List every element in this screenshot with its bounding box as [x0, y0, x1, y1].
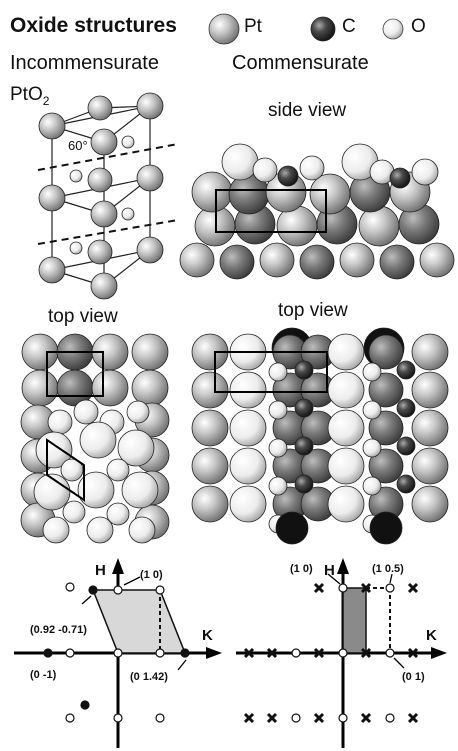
pt-legend-label: Pt [244, 16, 262, 37]
pt-legend-icon [208, 13, 240, 45]
angle-label: 60° [68, 138, 88, 153]
left-reciprocal-lattice: H K (1 0) (0.92 -0.71) (0 -1) (0 1.42) [14, 558, 222, 748]
o-legend-label: O [411, 16, 426, 37]
o-legend-icon [382, 18, 404, 40]
top-view-left-oxide-cell [46, 438, 85, 502]
side-view-label: side view [268, 100, 347, 121]
c-legend-label: C [342, 16, 356, 37]
left-top-view-label: top view [48, 306, 118, 327]
right-point-label-1-05: (1 0.5) [372, 563, 404, 575]
left-point-label-1-0: (1 0) [140, 569, 163, 581]
c-legend-icon [310, 16, 336, 42]
left-point-label-092-071: (0.92 -0.71) [30, 624, 87, 636]
right-h-axis-label: H [324, 562, 335, 579]
commensurate-heading: Commensurate [232, 52, 369, 74]
right-reciprocal-lattice: H K (1 0) (1 0.5) (0 1) [236, 558, 447, 748]
top-view-right-unit-cell [214, 351, 328, 393]
top-view-left-unit-cell [46, 351, 104, 397]
right-reciprocal-cell [342, 587, 367, 654]
top-view-commensurate [191, 327, 449, 545]
top-view-incommensurate [20, 333, 170, 544]
pto2-label: PtO2 [10, 84, 49, 108]
pto2-label-subscript: 2 [42, 93, 50, 108]
left-k-axis-label: K [202, 627, 213, 644]
right-point-label-1-0: (1 0) [290, 563, 313, 575]
pto2-unit-cell: 60° [37, 92, 179, 300]
figure-title: Oxide structures [10, 14, 177, 37]
pto2-label-main: PtO [10, 84, 43, 105]
right-k-axis-label: K [426, 627, 437, 644]
right-top-view-label: top view [278, 300, 348, 321]
left-h-axis-label: H [95, 562, 106, 579]
incommensurate-heading: Incommensurate [10, 52, 159, 74]
side-view-model [179, 143, 455, 280]
left-reciprocal-cell [91, 589, 187, 654]
left-point-label-0-1: (0 -1) [30, 669, 57, 681]
side-view-unit-cell [215, 189, 327, 233]
right-point-label-0-1: (0 1) [402, 671, 425, 683]
left-point-label-0-142: (0 1.42) [130, 671, 168, 683]
